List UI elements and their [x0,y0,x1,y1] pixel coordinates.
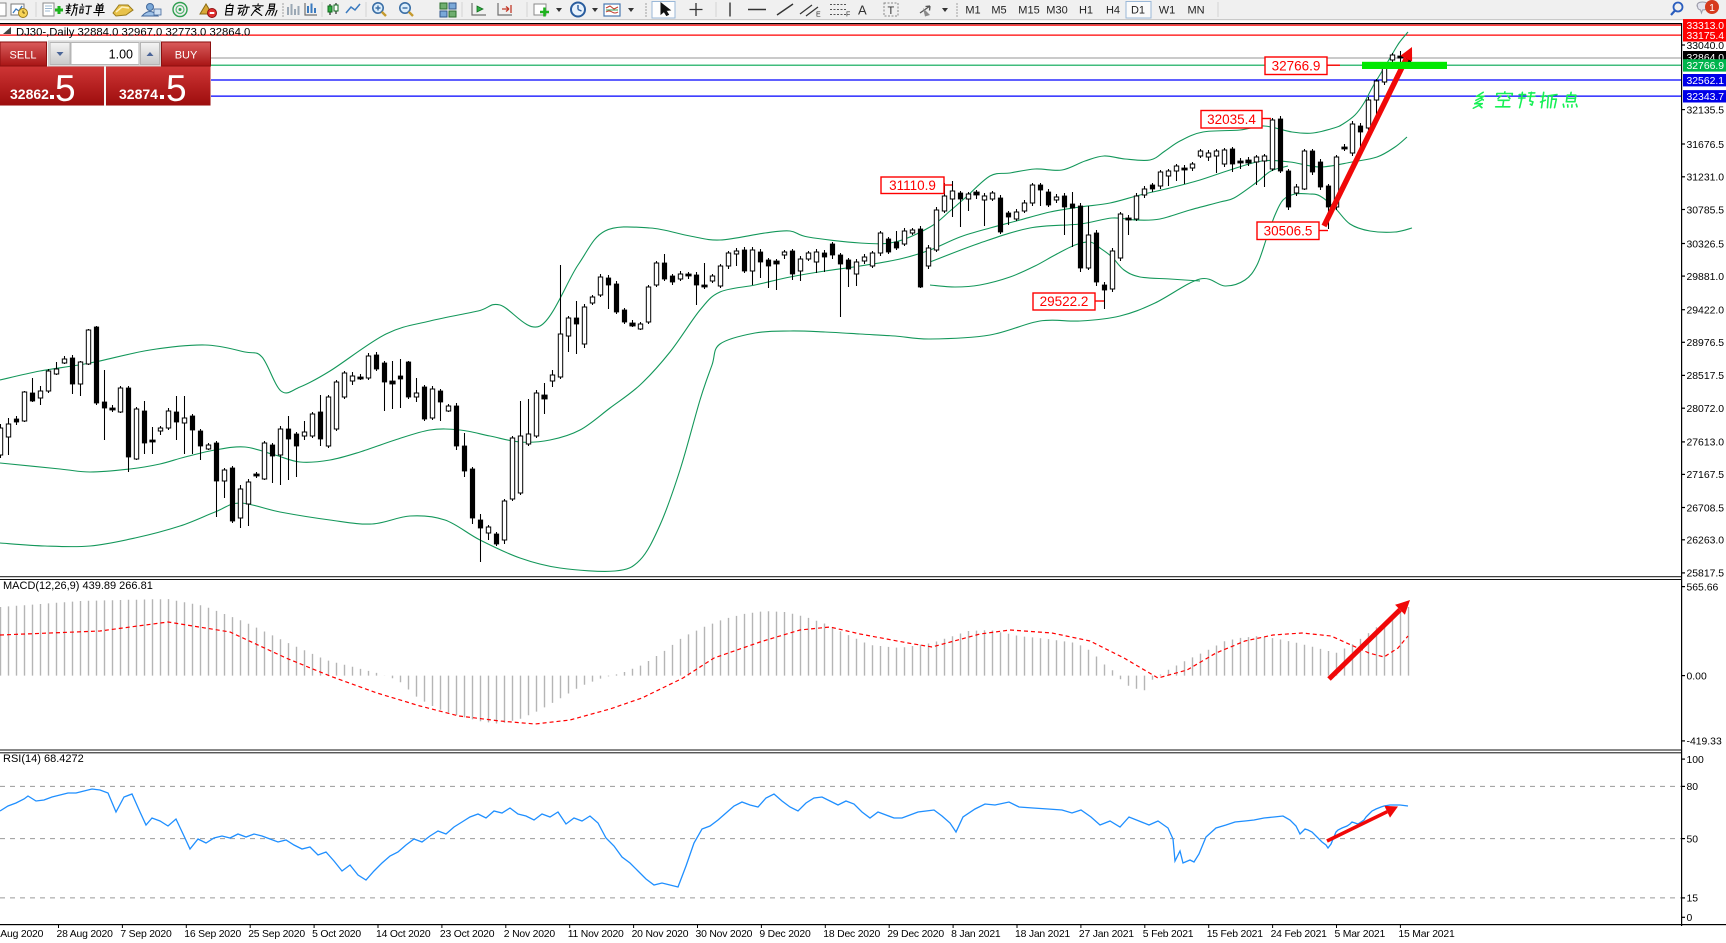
svg-text:1: 1 [1709,2,1715,14]
svg-text:32864.0: 32864.0 [1687,53,1725,64]
svg-text:33175.4: 33175.4 [1687,31,1725,42]
svg-text:M30: M30 [1046,5,1067,17]
svg-text:31676.5: 31676.5 [1687,140,1725,151]
svg-text:M5: M5 [991,5,1006,17]
svg-text:RSI(14) 68.4272: RSI(14) 68.4272 [3,753,84,765]
svg-text:BUY: BUY [175,50,198,62]
svg-text:F: F [846,12,850,19]
svg-text:31231.0: 31231.0 [1687,173,1725,184]
svg-text:T: T [888,5,895,17]
svg-text:M15: M15 [1018,5,1039,17]
svg-text:20 Nov 2020: 20 Nov 2020 [632,929,689,940]
svg-text:29522.2: 29522.2 [1040,294,1089,309]
svg-text:30506.5: 30506.5 [1264,223,1313,238]
svg-text:32343.7: 32343.7 [1687,92,1725,103]
svg-text:9 Dec 2020: 9 Dec 2020 [759,929,811,940]
svg-text:80: 80 [1687,782,1699,793]
svg-text:14 Oct 2020: 14 Oct 2020 [376,929,431,940]
svg-text:31110.9: 31110.9 [889,178,936,193]
svg-text:26263.0: 26263.0 [1687,536,1725,547]
svg-text:23 Oct 2020: 23 Oct 2020 [440,929,495,940]
svg-text:565.66: 565.66 [1687,582,1719,593]
svg-text:18 Dec 2020: 18 Dec 2020 [823,929,880,940]
svg-text:30326.5: 30326.5 [1687,239,1725,250]
svg-text:5: 5 [55,68,76,109]
svg-text:W1: W1 [1159,5,1176,17]
svg-text:0.00: 0.00 [1687,671,1707,682]
svg-text:26708.5: 26708.5 [1687,503,1725,514]
svg-text:MN: MN [1187,5,1204,17]
svg-text:D1: D1 [1131,5,1145,17]
svg-text:32874: 32874 [119,86,158,102]
svg-text:5 Feb 2021: 5 Feb 2021 [1143,929,1194,940]
svg-text:MACD(12,26,9) 439.89 266.81: MACD(12,26,9) 439.89 266.81 [3,580,153,592]
svg-text:28517.5: 28517.5 [1687,371,1725,382]
svg-text:33313.0: 33313.0 [1687,21,1725,32]
svg-text:33040.0: 33040.0 [1687,41,1725,52]
svg-text:15: 15 [1687,894,1699,905]
svg-text:18 Jan 2021: 18 Jan 2021 [1015,929,1070,940]
svg-text:32862: 32862 [10,86,49,102]
svg-text:E: E [816,12,821,19]
svg-text:32562.1: 32562.1 [1687,76,1725,87]
svg-text:15 Mar 2021: 15 Mar 2021 [1398,929,1455,940]
svg-text:27167.5: 27167.5 [1687,470,1725,481]
svg-text:24 Feb 2021: 24 Feb 2021 [1271,929,1328,940]
svg-text:28976.5: 28976.5 [1687,338,1725,349]
svg-text:28 Aug 2020: 28 Aug 2020 [57,929,114,940]
svg-text:27613.0: 27613.0 [1687,438,1725,449]
svg-text:28072.0: 28072.0 [1687,404,1725,415]
svg-text:32766.9: 32766.9 [1687,61,1725,72]
svg-text:5: 5 [166,68,187,109]
svg-text:8 Jan 2021: 8 Jan 2021 [951,929,1001,940]
svg-text:DJ30-,Daily 32884.0 32967.0 3: DJ30-,Daily 32884.0 32967.0 32773.0 3286… [16,26,250,38]
svg-text:50: 50 [1687,834,1699,845]
svg-text:15 Feb 2021: 15 Feb 2021 [1207,929,1264,940]
svg-text:9 Aug 2020: 9 Aug 2020 [0,929,44,940]
svg-text:29 Dec 2020: 29 Dec 2020 [887,929,944,940]
svg-text:-419.33: -419.33 [1687,737,1722,748]
svg-text:11 Nov 2020: 11 Nov 2020 [568,929,624,940]
svg-text:H1: H1 [1079,5,1093,17]
svg-text:SELL: SELL [10,50,37,62]
svg-text:5 Oct 2020: 5 Oct 2020 [312,929,361,940]
svg-text:32035.4: 32035.4 [1207,112,1256,127]
svg-text:1.00: 1.00 [109,48,133,62]
svg-text:32766.9: 32766.9 [1272,58,1321,73]
svg-text:H4: H4 [1106,5,1120,17]
svg-text:M1: M1 [965,5,980,17]
svg-text:27 Jan 2021: 27 Jan 2021 [1079,929,1134,940]
svg-text:5 Mar 2021: 5 Mar 2021 [1335,929,1386,940]
svg-text:25817.5: 25817.5 [1687,569,1725,580]
svg-text:16 Sep 2020: 16 Sep 2020 [184,929,241,940]
svg-text:2 Nov 2020: 2 Nov 2020 [504,929,556,940]
svg-text:32135.5: 32135.5 [1687,105,1725,116]
svg-text:30 Nov 2020: 30 Nov 2020 [696,929,753,940]
svg-text:7 Sep 2020: 7 Sep 2020 [120,929,172,940]
svg-text:0: 0 [1687,913,1693,924]
svg-text:100: 100 [1687,755,1705,766]
svg-text:29881.0: 29881.0 [1687,272,1725,283]
svg-text:29422.0: 29422.0 [1687,306,1725,317]
svg-text:25 Sep 2020: 25 Sep 2020 [248,929,305,940]
svg-text:30785.5: 30785.5 [1687,205,1725,216]
svg-text:A: A [858,3,867,18]
